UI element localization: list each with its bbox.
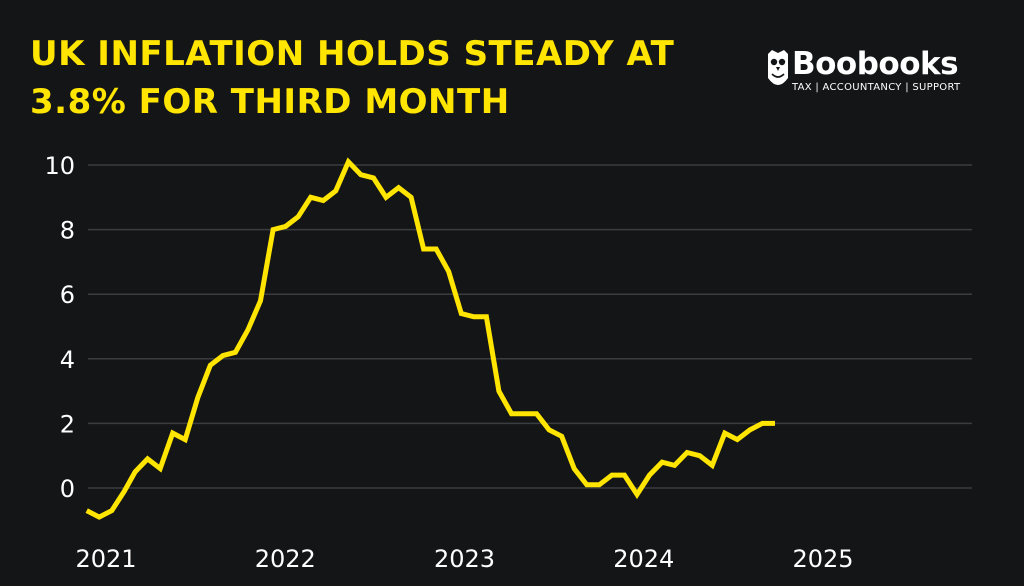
y-tick-label: 0 xyxy=(60,475,75,503)
brand-logo: Boobooks TAX | ACCOUNTANCY | SUPPORT xyxy=(762,44,977,100)
chart-title-line-2: 3.8% FOR THIRD MONTH xyxy=(30,82,510,122)
x-axis-ticks: 2021 2022 2023 2024 2025 xyxy=(75,545,853,573)
x-tick-label: 2021 xyxy=(75,545,136,573)
brand-name: Boobooks xyxy=(792,46,959,82)
chart-grid xyxy=(88,164,972,489)
chart-title-line-1: UK INFLATION HOLDS STEADY AT xyxy=(30,34,675,74)
brand-tagline: TAX | ACCOUNTANCY | SUPPORT xyxy=(792,82,961,93)
owl-icon xyxy=(768,50,788,85)
y-axis-ticks: 0 2 4 6 8 10 xyxy=(44,152,75,503)
x-tick-label: 2025 xyxy=(792,545,853,573)
chart-series xyxy=(85,157,775,520)
x-tick-label: 2022 xyxy=(255,545,316,573)
y-tick-label: 10 xyxy=(44,152,75,180)
chart-title: UK INFLATION HOLDS STEADY AT 3.8% FOR TH… xyxy=(30,30,674,126)
x-tick-label: 2024 xyxy=(613,545,674,573)
series-line xyxy=(85,157,775,520)
x-tick-label: 2023 xyxy=(434,545,495,573)
y-tick-label: 8 xyxy=(60,217,75,245)
y-tick-label: 6 xyxy=(60,281,75,309)
y-tick-label: 2 xyxy=(60,410,75,438)
y-tick-label: 4 xyxy=(60,346,75,374)
